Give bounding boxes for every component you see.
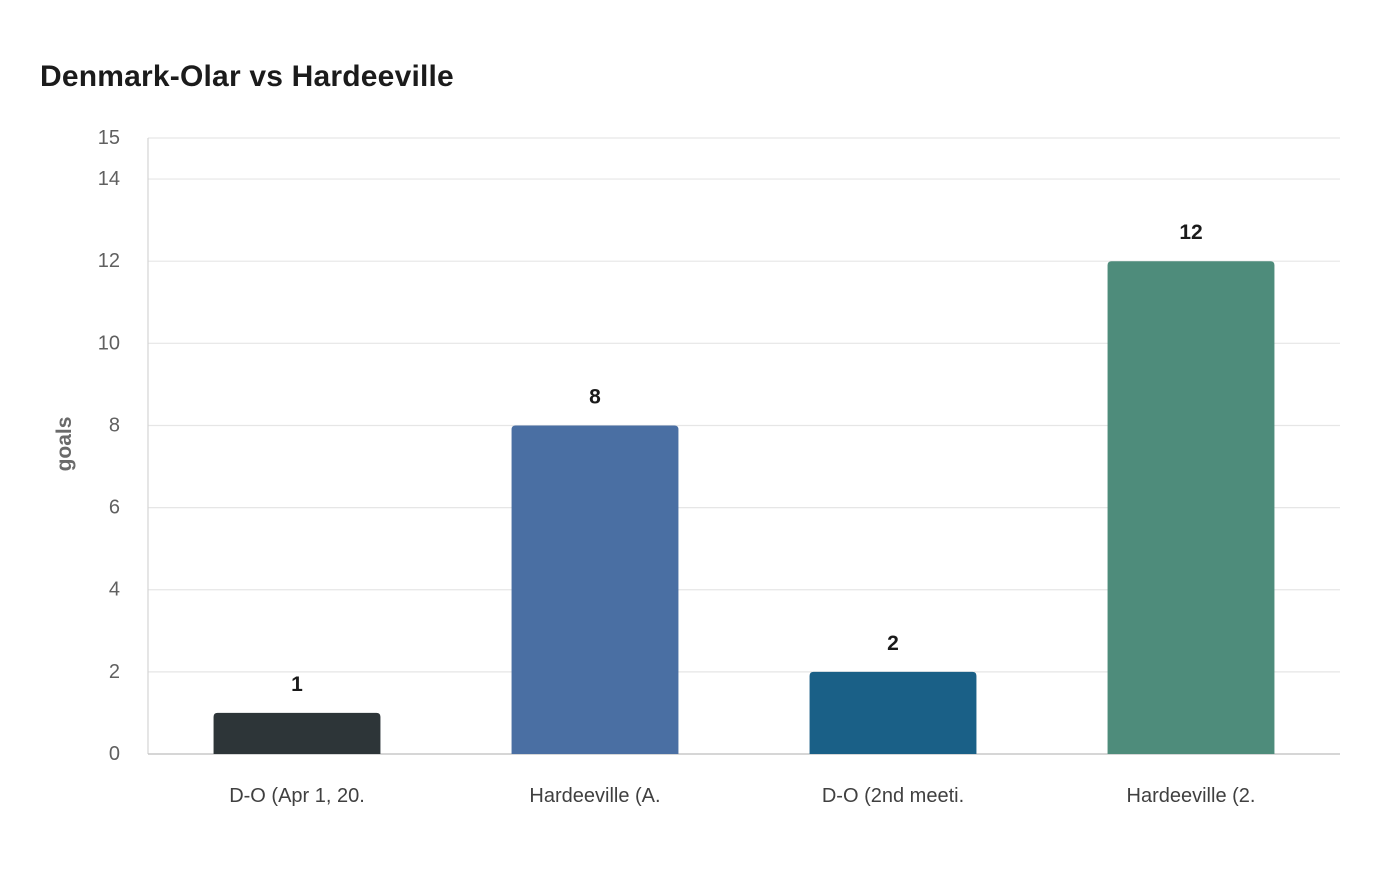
y-tick-label: 6	[109, 497, 120, 519]
bar	[1107, 261, 1275, 754]
y-tick-label: 0	[109, 743, 120, 765]
y-tick-label: 10	[98, 332, 120, 354]
bar	[511, 425, 679, 754]
bar-value-label: 1	[291, 673, 303, 696]
y-axis-title: goals	[53, 417, 76, 472]
y-tick-label: 14	[98, 168, 120, 190]
y-tick-label: 4	[109, 579, 120, 601]
chart-title: Denmark-Olar vs Hardeeville	[40, 60, 454, 93]
bar	[809, 671, 977, 754]
y-tick-label: 12	[98, 250, 120, 272]
bar-value-label: 8	[589, 385, 601, 408]
y-tick-label: 8	[109, 414, 120, 436]
x-tick-label: Hardeeville (A.	[529, 785, 660, 807]
bar-value-label: 2	[887, 632, 899, 655]
x-tick-label: Hardeeville (2.	[1127, 785, 1256, 807]
y-tick-label: 2	[109, 661, 120, 683]
y-tick-label: 15	[98, 127, 120, 149]
x-tick-label: D-O (2nd meeti.	[822, 785, 964, 807]
x-tick-label: D-O (Apr 1, 20.	[229, 785, 365, 807]
bar	[213, 712, 381, 754]
bar-value-label: 12	[1179, 221, 1202, 244]
